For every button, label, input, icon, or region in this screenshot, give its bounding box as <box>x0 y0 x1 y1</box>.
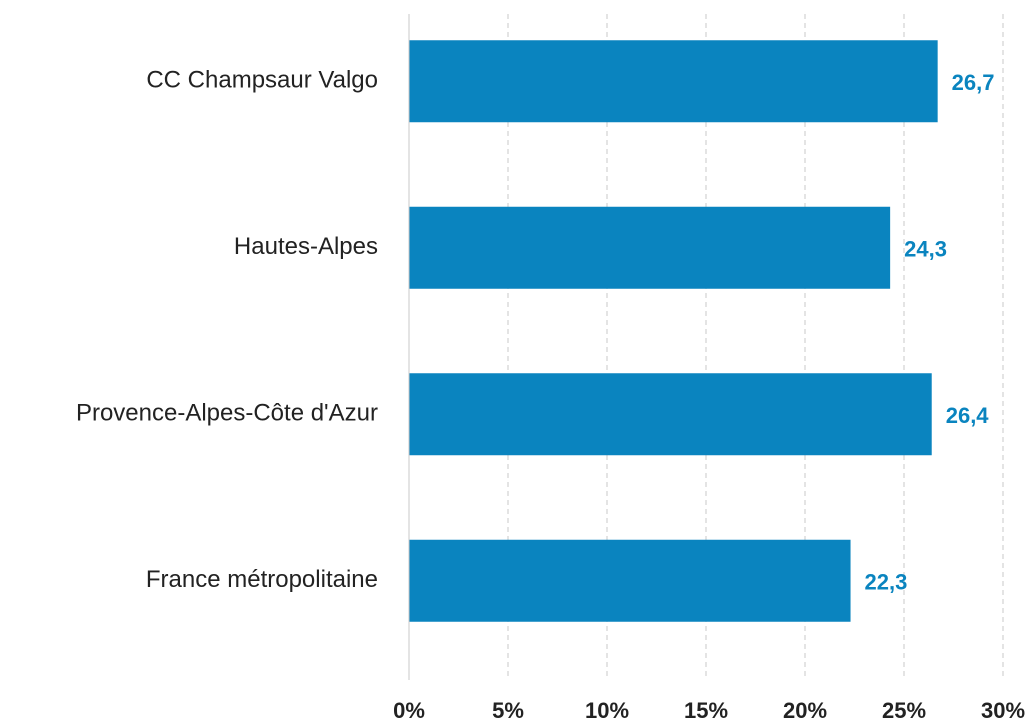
x-tick-label: 15% <box>684 698 728 723</box>
bar <box>409 373 932 456</box>
y-tick-label: Hautes-Alpes <box>234 233 378 260</box>
x-tick-label: 20% <box>783 698 827 723</box>
y-tick-label: France métropolitaine <box>146 566 378 593</box>
value-label: 22,3 <box>865 570 908 595</box>
x-tick-label: 10% <box>585 698 629 723</box>
value-label: 26,4 <box>946 403 990 428</box>
bar <box>409 40 938 123</box>
bar <box>409 539 851 622</box>
value-label: 26,7 <box>952 70 995 95</box>
x-tick-label: 30% <box>981 698 1025 723</box>
x-tick-label: 25% <box>882 698 926 723</box>
x-tick-label: 0% <box>393 698 425 723</box>
y-tick-label: Provence-Alpes-Côte d'Azur <box>76 400 378 427</box>
y-tick-label: CC Champsaur Valgo <box>146 67 378 94</box>
bar <box>409 206 891 289</box>
x-tick-label: 5% <box>492 698 524 723</box>
value-label: 24,3 <box>904 237 947 262</box>
